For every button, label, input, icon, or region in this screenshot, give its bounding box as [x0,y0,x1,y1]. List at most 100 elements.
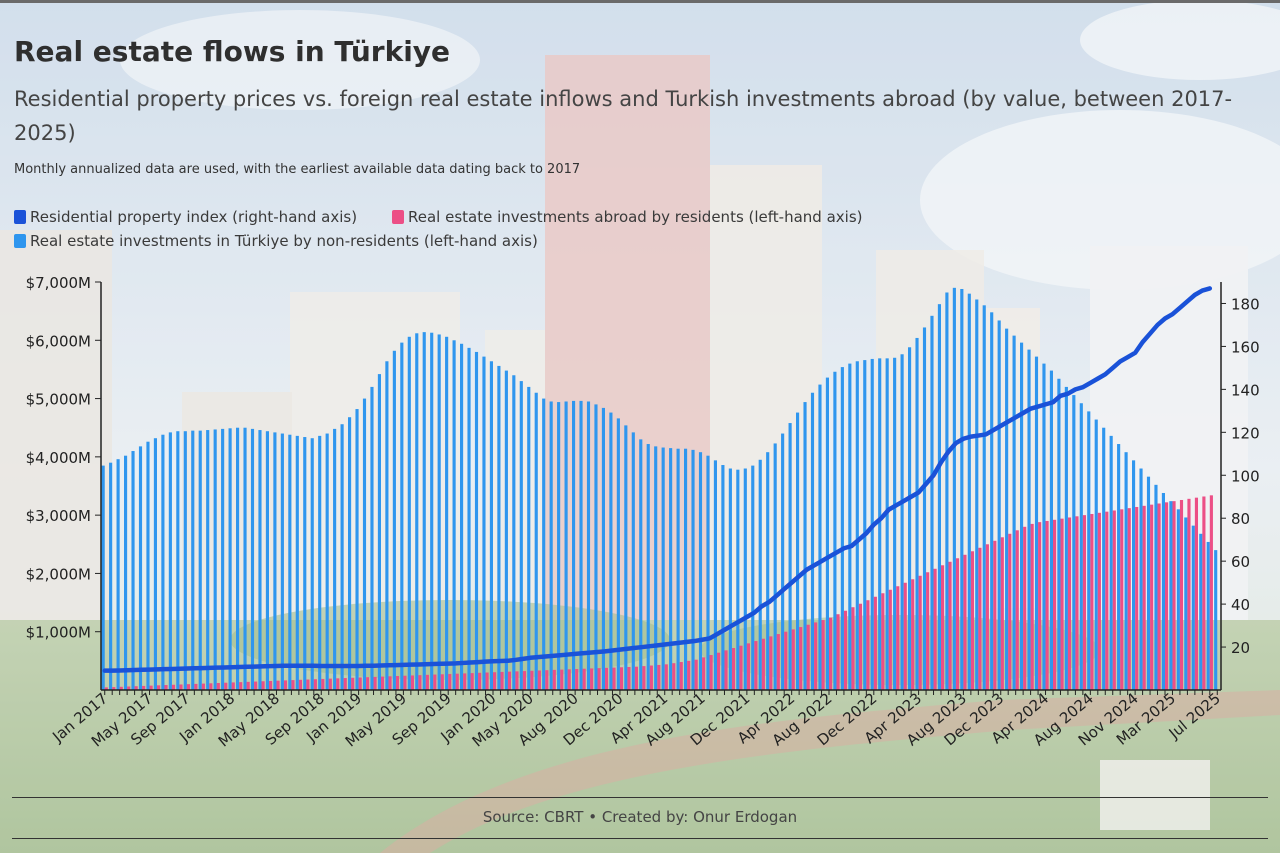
bar-inflow [885,358,889,690]
bar-abroad [970,551,975,690]
bar-inflow [1176,509,1180,690]
legend-label-abroad: Real estate investments abroad by reside… [408,208,863,226]
bar-abroad [769,636,773,690]
bar-abroad [179,684,183,690]
bar-abroad [560,669,564,690]
bar-inflow [930,315,934,690]
bar-inflow [370,386,374,690]
bar-inflow [542,398,546,690]
bar-abroad [627,666,631,690]
bar-inflow [646,444,650,690]
bar-abroad [649,665,653,690]
bar-inflow [661,447,665,690]
bar-abroad [888,589,892,690]
bar-abroad [485,672,489,690]
bar-inflow [288,434,292,690]
bar-abroad [358,677,362,690]
bar-abroad [448,673,452,690]
bar-abroad [1127,508,1131,690]
bar-inflow [183,431,187,690]
bar-abroad [724,650,728,690]
bar-inflow [1184,517,1188,690]
bar-inflow [1169,501,1173,690]
bar-abroad [784,631,788,690]
bar-abroad [1015,530,1019,690]
bar-abroad [269,680,273,690]
bar-inflow [549,401,553,690]
bar-abroad [657,664,661,690]
y-right-tick-label: 60 [1231,553,1250,571]
bar-inflow [460,343,464,690]
bar-inflow [601,407,605,690]
bar-abroad [866,600,870,690]
bar-inflow [168,432,172,690]
bar-inflow [803,402,807,690]
bar-inflow [176,431,180,690]
bar-inflow [1034,356,1039,690]
bar-abroad [1172,501,1176,690]
bar-inflow [669,448,673,690]
bar-abroad [321,678,325,690]
bar-inflow [945,292,949,690]
y-left-tick-label: $4,000M [26,449,91,467]
bar-abroad [515,671,519,690]
bar-abroad [313,679,317,690]
bar-inflow [557,402,561,690]
bar-abroad [366,677,370,690]
bar-abroad [612,667,616,690]
bar-abroad [403,675,407,690]
bar-inflow [982,305,986,690]
y-left-tick-label: $1,000M [26,624,91,642]
y-left-tick-label: $5,000M [26,391,91,409]
bar-abroad [291,680,295,690]
bar-abroad [829,617,833,690]
bar-abroad [373,676,377,690]
bar-inflow [1012,335,1016,690]
bar-inflow [960,288,964,690]
bar-abroad [157,685,161,690]
bar-abroad [1120,509,1124,690]
bar-abroad [478,672,482,690]
bar-abroad [336,678,340,690]
bar-abroad [1082,515,1087,690]
y-left-tick-label: $6,000M [26,332,91,350]
bar-inflow [788,423,792,690]
chart-title: Real estate flows in Türkiye [14,35,451,68]
bar-inflow [519,381,523,690]
bar-abroad [493,672,497,690]
y-right-tick-label: 100 [1231,467,1260,485]
bar-abroad [694,659,698,690]
bar-abroad [843,610,848,690]
bar-abroad [1105,511,1109,690]
bar-inflow [221,428,225,690]
y-left-tick-label: $3,000M [26,507,91,525]
bar-inflow [445,336,449,690]
bar-abroad [298,679,303,690]
bar-inflow [706,455,710,690]
bar-abroad [171,684,176,690]
legend-swatch-inflow [14,234,26,248]
bar-inflow [1214,550,1218,690]
bar-abroad [231,682,235,690]
bar-inflow [639,439,643,690]
bar-abroad [575,669,579,690]
bar-inflow [1132,460,1136,690]
bar-inflow [900,354,904,690]
bar-abroad [440,674,444,690]
bar-inflow [362,398,367,690]
bar-abroad [1202,496,1206,690]
bar-abroad [806,624,810,690]
bar-inflow [310,438,314,690]
chart-header: Real estate flows in Türkiye Residential… [14,30,1264,177]
bar-abroad [112,687,116,690]
bar-abroad [933,568,937,690]
bar-abroad [522,671,527,690]
bar-abroad [134,686,138,690]
bar-abroad [1000,537,1004,690]
bar-abroad [425,674,429,690]
bar-abroad [739,645,743,690]
bar-inflow [191,430,195,690]
bar-abroad [530,670,534,690]
bar-abroad [1135,506,1139,690]
